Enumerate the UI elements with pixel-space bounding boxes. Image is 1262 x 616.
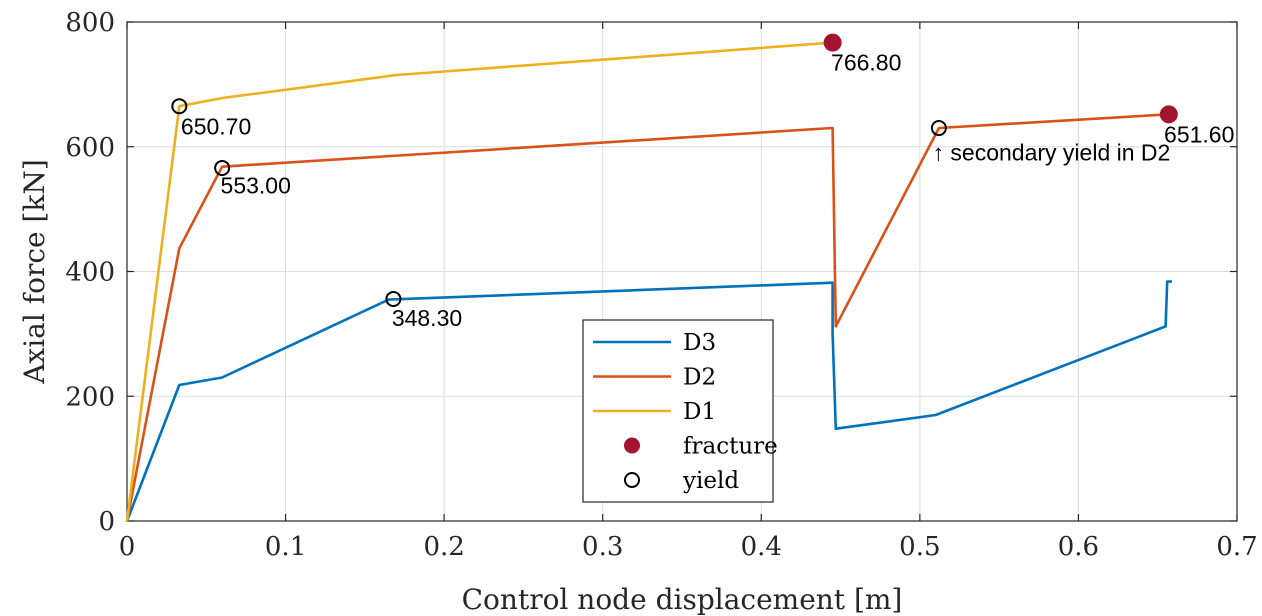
series-lines [125, 41, 1172, 522]
data-label: 553.00 [221, 173, 291, 199]
x-axis-label: Control node displacement [m] [462, 583, 903, 616]
x-tick-label: 0.7 [1216, 532, 1257, 562]
data-label: 650.70 [181, 113, 251, 139]
y-tick-label: 600 [65, 133, 115, 163]
y-tick-label: 200 [65, 382, 115, 412]
x-tick-label: 0.2 [423, 532, 464, 562]
yield-marker [930, 120, 947, 137]
x-axis-ticks: 0 0.1 0.2 0.3 0.4 0.5 0.6 0.7 [119, 22, 1258, 562]
legend-swatch-yield [624, 472, 640, 488]
fracture-marker [823, 33, 842, 52]
series-line-d3 [125, 280, 1172, 522]
data-label: 348.30 [392, 305, 462, 331]
y-tick-label: 800 [65, 8, 115, 38]
point-markers [171, 33, 1178, 307]
fracture-marker [1159, 105, 1178, 124]
series-line-d2 [125, 113, 1169, 522]
y-axis-label: Axial force [kN] [18, 159, 51, 385]
x-tick-label: 0.3 [582, 532, 623, 562]
data-label: 766.80 [831, 50, 901, 76]
data-label: ↑ secondary yield in D2 [933, 139, 1171, 165]
yield-marker [171, 98, 188, 115]
legend-label: yield [682, 468, 739, 494]
legend-label: fracture [683, 434, 778, 460]
legend-label: D3 [683, 330, 716, 356]
x-tick-label: 0 [119, 532, 136, 562]
x-tick-label: 0.5 [899, 532, 940, 562]
legend-swatch-fracture [624, 437, 640, 454]
y-tick-label: 400 [65, 258, 115, 288]
legend-label: D2 [683, 365, 716, 391]
x-tick-label: 0.4 [741, 532, 782, 562]
yield-marker [385, 290, 402, 307]
x-tick-label: 0.1 [265, 532, 306, 562]
data-label: 651.60 [1164, 121, 1234, 147]
annotations: 650.70 553.00 348.30 766.80 651.60↑ secondar… [181, 50, 1235, 331]
y-axis-ticks: 0 200 400 600 800 [65, 8, 1237, 537]
x-tick-label: 0.6 [1058, 532, 1099, 562]
legend: D3 D2 D1 fracture yield [582, 319, 778, 503]
legend-label: D1 [683, 399, 716, 425]
yield-marker [214, 159, 231, 176]
series-line-d1 [125, 41, 833, 522]
y-tick-label: 0 [98, 507, 115, 537]
